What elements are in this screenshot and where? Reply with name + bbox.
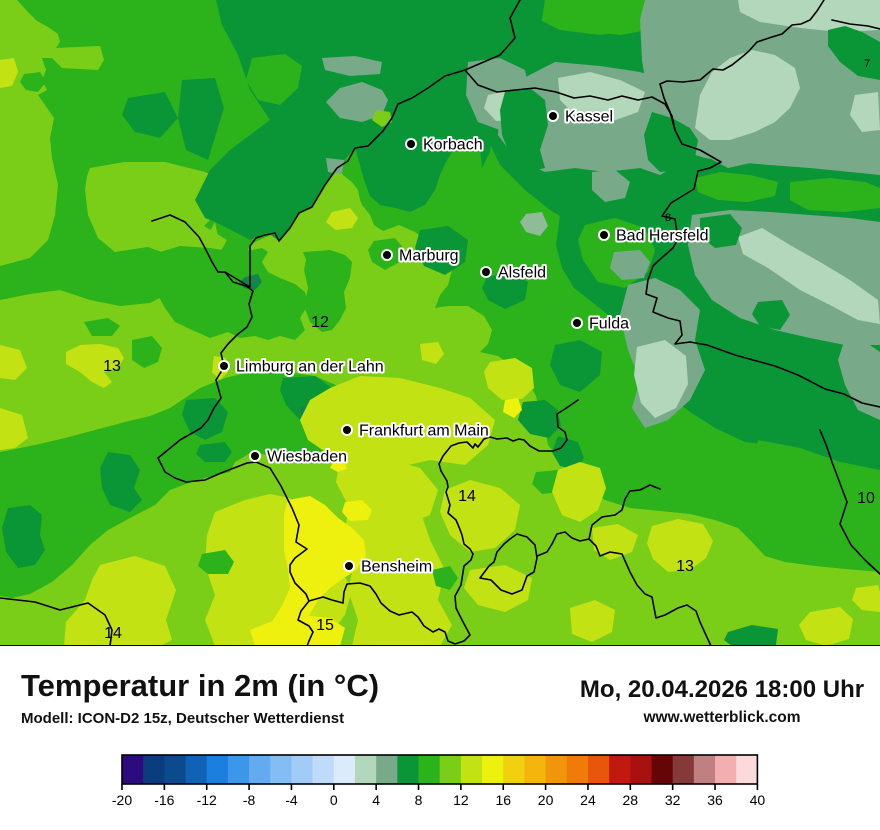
svg-text:13: 13	[676, 558, 694, 575]
svg-text:8: 8	[665, 212, 671, 224]
svg-text:28: 28	[623, 792, 639, 808]
svg-text:10: 10	[857, 490, 875, 507]
svg-text:Marburg: Marburg	[399, 248, 459, 265]
svg-text:Frankfurt am Main: Frankfurt am Main	[359, 423, 489, 440]
svg-text:12: 12	[453, 792, 469, 808]
svg-text:Limburg an der Lahn: Limburg an der Lahn	[236, 359, 384, 376]
svg-text:Bad Hersfeld: Bad Hersfeld	[616, 228, 709, 245]
svg-text:-12: -12	[197, 792, 217, 808]
svg-text:13: 13	[103, 358, 121, 375]
svg-text:15: 15	[316, 617, 334, 634]
svg-text:Alsfeld: Alsfeld	[498, 265, 546, 282]
svg-text:36: 36	[707, 792, 723, 808]
svg-text:12: 12	[311, 314, 329, 331]
svg-text:16: 16	[495, 792, 511, 808]
svg-text:14: 14	[104, 625, 122, 642]
svg-text:-20: -20	[112, 792, 132, 808]
svg-text:20: 20	[538, 792, 554, 808]
svg-text:8: 8	[415, 792, 423, 808]
svg-text:4: 4	[372, 792, 380, 808]
svg-text:Korbach: Korbach	[423, 137, 483, 154]
svg-text:Fulda: Fulda	[589, 316, 629, 333]
svg-text:32: 32	[665, 792, 681, 808]
svg-text:14: 14	[458, 488, 476, 505]
svg-text:0: 0	[330, 792, 338, 808]
svg-text:-4: -4	[285, 792, 298, 808]
svg-text:-16: -16	[154, 792, 174, 808]
svg-text:24: 24	[580, 792, 596, 808]
svg-text:Wiesbaden: Wiesbaden	[267, 449, 347, 466]
svg-text:7: 7	[864, 58, 870, 70]
svg-text:Kassel: Kassel	[565, 109, 613, 126]
svg-text:-8: -8	[243, 792, 256, 808]
svg-text:Bensheim: Bensheim	[361, 559, 432, 576]
svg-text:40: 40	[750, 792, 766, 808]
